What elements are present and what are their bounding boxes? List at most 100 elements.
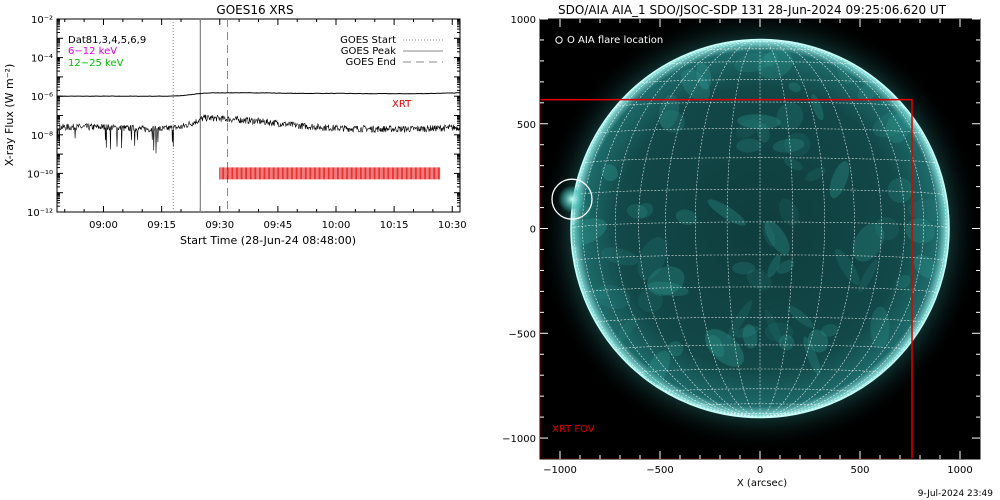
emission-patch [807, 329, 829, 353]
emission-patch [783, 157, 803, 171]
emission-patch [732, 261, 755, 275]
emission-patch [757, 49, 793, 79]
y-tick-label: 10⁻⁴ [31, 54, 53, 65]
goes-event-lines [172, 19, 228, 212]
emission-patch [764, 322, 794, 342]
longitude-line [695, 39, 761, 418]
emission-patch [762, 221, 776, 247]
goes-x-axis-label: Start Time (28-Jun-24 08:48:00) [180, 234, 356, 247]
emission-patch [874, 217, 899, 241]
emission-patch [764, 220, 790, 255]
flare-emission [558, 185, 586, 214]
emission-patch [647, 281, 689, 297]
x-tick-label: 09:30 [205, 220, 234, 231]
legend-goes-start: GOES Start [340, 35, 396, 46]
emission-patch [829, 161, 850, 199]
emission-patch [696, 62, 712, 90]
emission-patch [788, 82, 801, 93]
longitude-line [759, 40, 925, 418]
longitude-line [614, 39, 761, 418]
emission-patch [803, 336, 821, 376]
legend-6-12kev: 6−12 keV [68, 46, 117, 57]
goes-y-axis-label: X-ray Flux (W m⁻²) [3, 64, 16, 166]
longitude-line [573, 43, 761, 418]
aia-panel: SDO/AIA AIA_1 SDO/JSOC-SDP 131 28-Jun-20… [502, 3, 993, 499]
x-tick-label: 09:45 [263, 220, 292, 231]
emission-patch [767, 255, 781, 278]
emission-patch [852, 222, 885, 262]
emission-patch [895, 274, 911, 289]
heliographic-grid [571, 39, 949, 418]
xrt-fov-box [540, 98, 913, 459]
x-tick-label: 10:00 [322, 220, 351, 231]
legend-goes-peak: GOES Peak [341, 46, 396, 57]
longitude-line [759, 39, 794, 418]
longitude-line [665, 39, 761, 418]
emission-patch [637, 288, 663, 313]
goes-title: GOES16 XRS [216, 3, 293, 17]
y-tick-label: 10⁻² [31, 15, 53, 26]
emission-patch [627, 204, 648, 219]
x-tick-label: 500 [850, 465, 869, 476]
y-tick-label: 1000 [511, 15, 536, 26]
emission-patch [821, 323, 839, 337]
emission-patch [834, 248, 860, 286]
emission-patch [707, 199, 746, 226]
emission-patch [675, 209, 698, 225]
emission-patch [742, 324, 758, 349]
emission-patch [764, 52, 779, 67]
longitude-line [595, 40, 761, 418]
emission-patch [858, 259, 878, 292]
emission-patch [727, 300, 753, 340]
emission-patch [594, 285, 631, 310]
emission-patch [857, 82, 879, 101]
longitude-line [759, 43, 947, 418]
x-tick-label: 10:30 [438, 220, 467, 231]
legend-12-25kev: 12−25 keV [68, 58, 124, 69]
emission-patch [601, 164, 618, 182]
emission-patch [870, 306, 890, 349]
xrt-fov-label: XRT FOV [552, 424, 595, 435]
goes-plot-frame [56, 18, 461, 213]
goes-x-axis: 09:00 09:15 09:30 09:45 10:00 10:15 10:30 [64, 19, 467, 231]
emission-patch [784, 132, 811, 157]
emission-patch [737, 114, 781, 129]
emission-patch [658, 94, 680, 129]
y-tick-label: 500 [517, 120, 536, 131]
x-tick-label: −500 [646, 465, 673, 476]
emission-patch [810, 94, 824, 121]
x-tick-label: 1000 [947, 465, 972, 476]
y-tick-label: 10⁻¹⁰ [27, 169, 53, 180]
emission-patch [734, 325, 760, 338]
emission-patch [776, 102, 804, 131]
emission-patch [637, 237, 667, 280]
longitude-line [759, 39, 906, 418]
flare-location-marker [551, 178, 593, 220]
aia-y-axis: −1000 −500 0 500 1000 [502, 15, 980, 445]
longitude-line [638, 39, 761, 418]
emission-patch [668, 341, 684, 357]
emission-patch [887, 177, 913, 203]
goes-panel: GOES16 XRS 10⁻¹² 10⁻¹⁰ 10⁻⁸ 10⁻⁶ 10⁻⁴ 10⁻² 09… [3, 3, 467, 247]
emission-patch [736, 138, 762, 153]
solar-limb [570, 38, 950, 419]
emission-patch [872, 109, 915, 138]
x-tick-label: 09:15 [147, 220, 176, 231]
emission-patch [736, 119, 760, 139]
footer-timestamp: 9-Jul-2024 23:49 [918, 489, 994, 499]
x-tick-label: −1000 [543, 465, 577, 476]
y-tick-label: 10⁻⁶ [31, 92, 53, 103]
emission-patch [637, 202, 653, 218]
longitude-line [759, 40, 938, 418]
latitude-line [596, 128, 924, 135]
emission-patch [680, 69, 711, 102]
emission-patch [764, 309, 782, 345]
latitude-line [596, 317, 924, 324]
y-tick-label: 10⁻¹² [27, 208, 53, 219]
legend-goes-end: GOES End [346, 57, 396, 68]
emission-patch [805, 167, 826, 182]
flare-legend-icon [555, 36, 563, 44]
goes-long-channel-line [56, 92, 461, 97]
emission-patch [746, 269, 772, 290]
emission-patch [778, 198, 799, 226]
